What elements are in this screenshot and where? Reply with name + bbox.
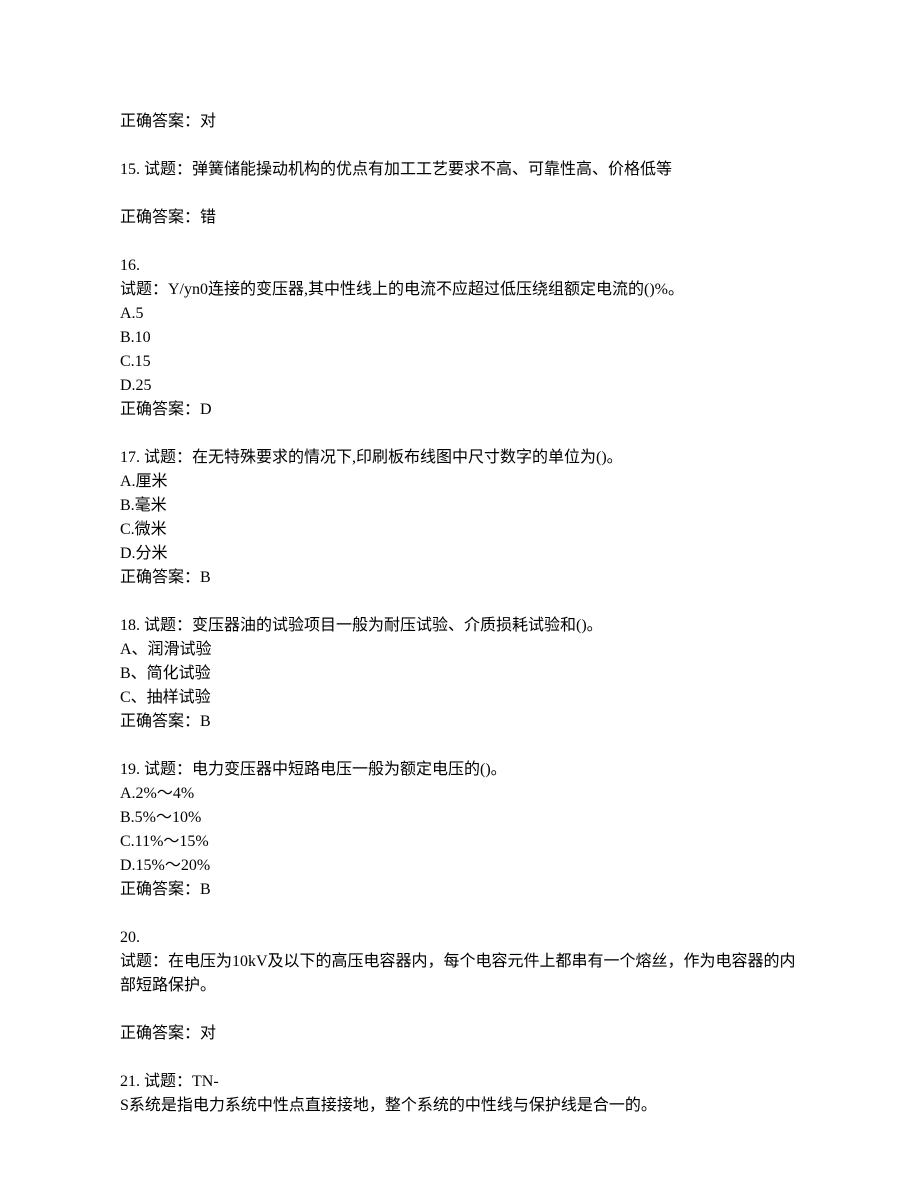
question-16-optB: B.10 bbox=[120, 326, 800, 350]
question-19-optA: A.2%～4% bbox=[120, 782, 800, 806]
question-20-text: 试题：在电压为10kV及以下的高压电容器内，每个电容元件上都串有一个熔丝，作为电… bbox=[120, 950, 800, 998]
answer-14: 正确答案：对 bbox=[120, 110, 800, 134]
question-15-block: 15. 试题：弹簧储能操动机构的优点有加工工艺要求不高、可靠性高、价格低等 bbox=[120, 158, 800, 182]
question-17-optA: A.厘米 bbox=[120, 470, 800, 494]
question-17-optD: D.分米 bbox=[120, 542, 800, 566]
question-19-optD: D.15%～20% bbox=[120, 854, 800, 878]
answer-16: 正确答案：D bbox=[120, 398, 800, 422]
question-16-num: 16. bbox=[120, 254, 800, 278]
question-20-num: 20. bbox=[120, 926, 800, 950]
question-19-optC: C.11%～15% bbox=[120, 830, 800, 854]
question-16-block: 16. 试题：Y/yn0连接的变压器,其中性线上的电流不应超过低压绕组额定电流的… bbox=[120, 254, 800, 422]
question-16-optD: D.25 bbox=[120, 374, 800, 398]
answer-20-block: 正确答案：对 bbox=[120, 1022, 800, 1046]
question-17-text: 17. 试题：在无特殊要求的情况下,印刷板布线图中尺寸数字的单位为()。 bbox=[120, 446, 800, 470]
question-19-block: 19. 试题：电力变压器中短路电压一般为额定电压的()。 A.2%～4% B.5… bbox=[120, 758, 800, 902]
answer-18: 正确答案：B bbox=[120, 710, 800, 734]
question-18-optC: C、抽样试验 bbox=[120, 686, 800, 710]
question-18-optA: A、润滑试验 bbox=[120, 638, 800, 662]
question-17-optB: B.毫米 bbox=[120, 494, 800, 518]
answer-14-block: 正确答案：对 bbox=[120, 110, 800, 134]
question-17-block: 17. 试题：在无特殊要求的情况下,印刷板布线图中尺寸数字的单位为()。 A.厘… bbox=[120, 446, 800, 590]
question-15-text: 15. 试题：弹簧储能操动机构的优点有加工工艺要求不高、可靠性高、价格低等 bbox=[120, 158, 800, 182]
answer-15: 正确答案：错 bbox=[120, 206, 800, 230]
answer-15-block: 正确答案：错 bbox=[120, 206, 800, 230]
question-20-block: 20. 试题：在电压为10kV及以下的高压电容器内，每个电容元件上都串有一个熔丝… bbox=[120, 926, 800, 998]
question-18-text: 18. 试题：变压器油的试验项目一般为耐压试验、介质损耗试验和()。 bbox=[120, 614, 800, 638]
question-16-text: 试题：Y/yn0连接的变压器,其中性线上的电流不应超过低压绕组额定电流的()%。 bbox=[120, 278, 800, 302]
question-16-optA: A.5 bbox=[120, 302, 800, 326]
question-18-optB: B、简化试验 bbox=[120, 662, 800, 686]
question-18-block: 18. 试题：变压器油的试验项目一般为耐压试验、介质损耗试验和()。 A、润滑试… bbox=[120, 614, 800, 734]
answer-19: 正确答案：B bbox=[120, 878, 800, 902]
answer-17: 正确答案：B bbox=[120, 566, 800, 590]
answer-20: 正确答案：对 bbox=[120, 1022, 800, 1046]
question-21-block: 21. 试题：TN- S系统是指电力系统中性点直接接地，整个系统的中性线与保护线… bbox=[120, 1070, 800, 1118]
question-21-line2: S系统是指电力系统中性点直接接地，整个系统的中性线与保护线是合一的。 bbox=[120, 1094, 800, 1118]
question-17-optC: C.微米 bbox=[120, 518, 800, 542]
question-19-optB: B.5%～10% bbox=[120, 806, 800, 830]
question-16-optC: C.15 bbox=[120, 350, 800, 374]
question-21-line1: 21. 试题：TN- bbox=[120, 1070, 800, 1094]
question-19-text: 19. 试题：电力变压器中短路电压一般为额定电压的()。 bbox=[120, 758, 800, 782]
